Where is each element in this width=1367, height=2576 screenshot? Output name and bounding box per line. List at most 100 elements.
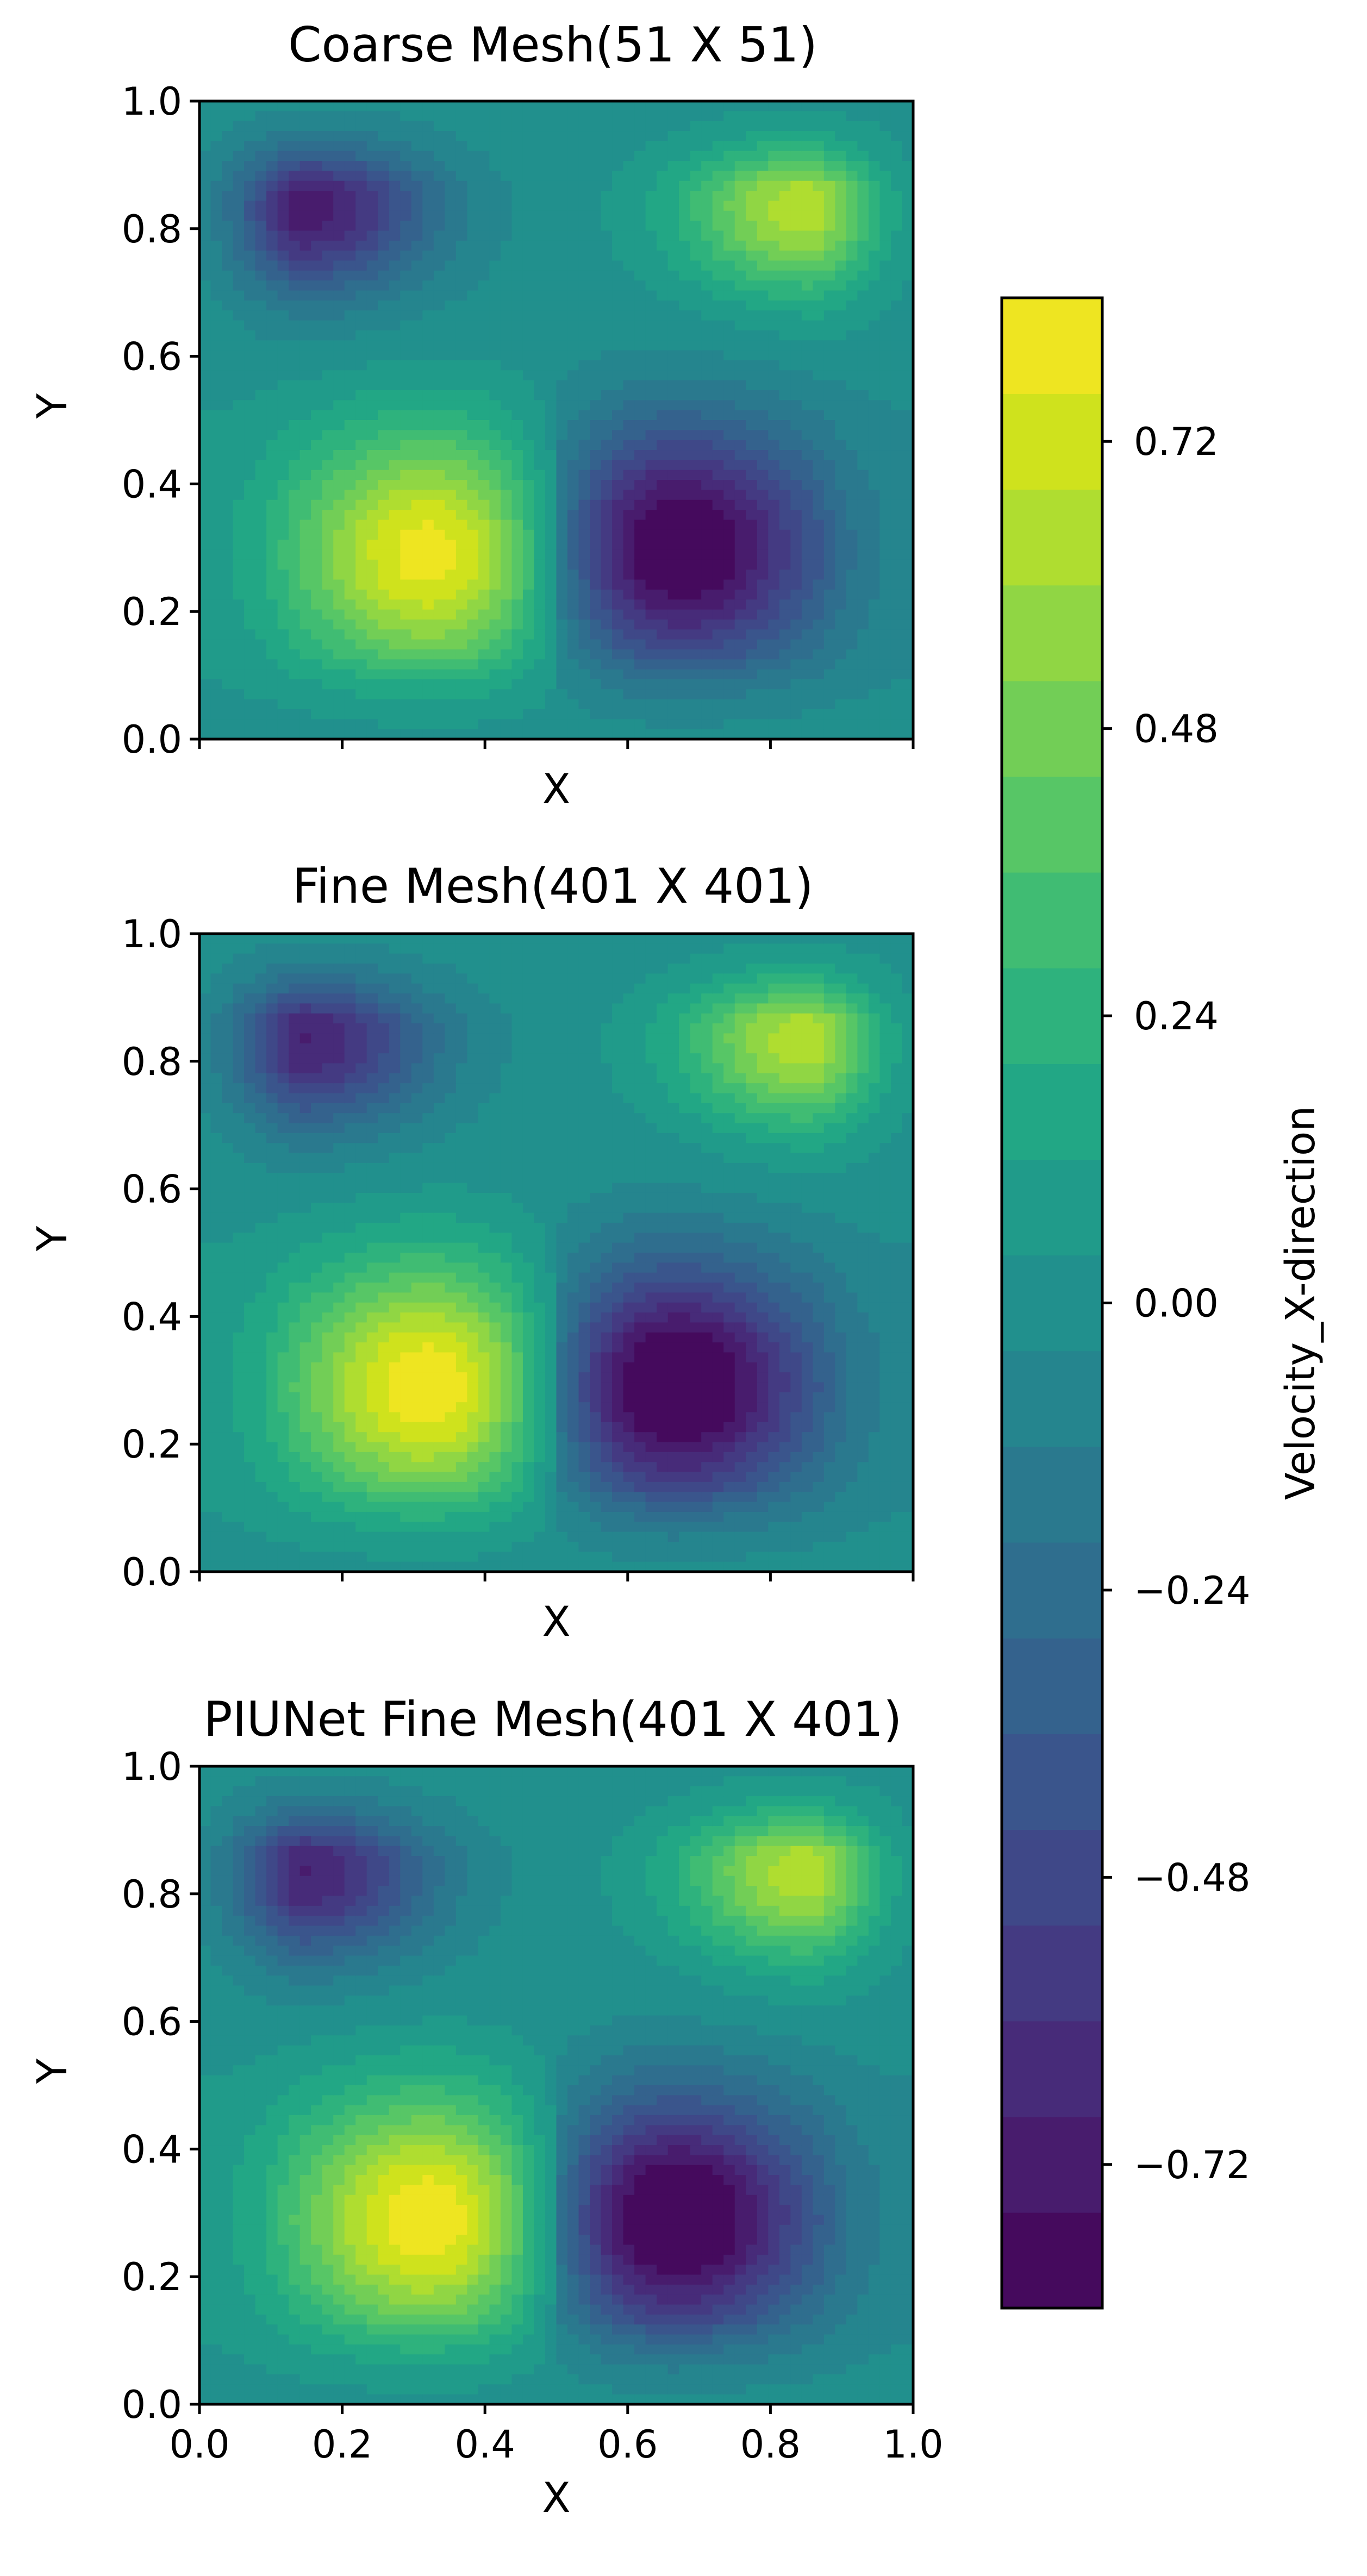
contour-cell bbox=[879, 579, 891, 590]
contour-cell bbox=[411, 310, 423, 321]
contour-cell bbox=[455, 131, 468, 142]
contour-cell bbox=[289, 589, 301, 600]
contour-cell bbox=[590, 101, 602, 112]
contour-cell bbox=[322, 1372, 334, 1383]
contour-cell bbox=[255, 1541, 267, 1553]
contour-cell bbox=[255, 1233, 267, 1243]
contour-cell bbox=[511, 221, 523, 232]
contour-cell bbox=[333, 440, 345, 451]
contour-cell bbox=[222, 699, 234, 710]
contour-cell bbox=[433, 609, 446, 620]
contour-cell bbox=[657, 689, 669, 700]
contour-cell bbox=[645, 440, 657, 451]
contour-cell bbox=[422, 410, 434, 421]
contour-cell bbox=[299, 609, 311, 620]
contour-cell bbox=[467, 490, 479, 501]
contour-cell bbox=[322, 1093, 334, 1104]
contour-cell bbox=[612, 340, 624, 351]
contour-cell bbox=[411, 330, 423, 341]
contour-cell bbox=[779, 161, 791, 172]
contour-cell bbox=[879, 599, 891, 610]
contour-cell bbox=[868, 221, 881, 232]
contour-cell bbox=[723, 520, 735, 530]
contour-cell bbox=[366, 559, 379, 570]
contour-cell bbox=[601, 350, 613, 361]
contour-cell bbox=[679, 111, 691, 122]
contour-cell bbox=[199, 370, 211, 381]
contour-cell bbox=[545, 240, 557, 251]
contour-cell bbox=[667, 480, 679, 491]
contour-cell bbox=[467, 609, 479, 620]
contour-cell bbox=[311, 151, 323, 161]
contour-cell bbox=[333, 1093, 345, 1104]
contour-cell bbox=[612, 629, 624, 640]
contour-cell bbox=[657, 260, 669, 271]
contour-cell bbox=[422, 649, 434, 660]
contour-cell bbox=[255, 1552, 267, 1562]
contour-cell bbox=[266, 1113, 278, 1124]
contour-cell bbox=[578, 649, 590, 660]
contour-cell bbox=[199, 1192, 211, 1204]
contour-cell bbox=[645, 540, 657, 551]
contour-cell bbox=[366, 221, 379, 232]
contour-cell bbox=[478, 430, 490, 441]
contour-cell bbox=[311, 161, 323, 172]
contour-cell bbox=[902, 699, 914, 710]
contour-cell bbox=[289, 490, 301, 501]
contour-cell bbox=[601, 270, 613, 281]
contour-cell bbox=[612, 659, 624, 670]
contour-cell bbox=[222, 1362, 234, 1373]
contour-cell bbox=[233, 1162, 245, 1174]
contour-cell bbox=[400, 370, 412, 381]
contour-cell bbox=[233, 410, 245, 421]
contour-cell bbox=[411, 221, 423, 232]
contour-cell bbox=[299, 1422, 311, 1433]
contour-cell bbox=[623, 270, 635, 281]
contour-cell bbox=[500, 540, 513, 551]
contour-cell bbox=[902, 290, 914, 301]
contour-cell bbox=[333, 1043, 345, 1054]
contour-cell bbox=[299, 499, 311, 510]
contour-cell bbox=[333, 529, 345, 540]
contour-cell bbox=[757, 579, 769, 590]
contour-cell bbox=[311, 131, 323, 142]
contour-cell bbox=[712, 589, 725, 600]
contour-cell bbox=[511, 549, 523, 560]
contour-cell bbox=[255, 320, 267, 331]
contour-cell bbox=[857, 320, 869, 331]
contour-cell bbox=[879, 729, 891, 740]
contour-cell bbox=[344, 953, 357, 964]
contour-cell bbox=[500, 589, 513, 600]
contour-cell bbox=[422, 210, 434, 221]
contour-cell bbox=[311, 400, 323, 411]
contour-cell bbox=[255, 1362, 267, 1373]
contour-cell bbox=[902, 520, 914, 530]
contour-cell bbox=[244, 111, 256, 122]
contour-cell bbox=[868, 599, 881, 610]
contour-cell bbox=[411, 529, 423, 540]
contour-cell bbox=[601, 480, 613, 491]
contour-cell bbox=[500, 230, 513, 241]
contour-cell bbox=[857, 270, 869, 281]
contour-cell bbox=[567, 470, 579, 480]
contour-cell bbox=[790, 320, 802, 331]
contour-cell bbox=[813, 121, 825, 132]
contour-cell bbox=[757, 649, 769, 660]
contour-cell bbox=[455, 579, 468, 590]
contour-cell bbox=[355, 719, 367, 730]
contour-cell bbox=[823, 201, 836, 211]
contour-cell bbox=[590, 549, 602, 560]
contour-cell bbox=[701, 131, 713, 142]
contour-cell bbox=[679, 510, 691, 521]
contour-cell bbox=[255, 953, 267, 964]
contour-cell bbox=[623, 510, 635, 521]
contour-cell bbox=[467, 659, 479, 670]
contour-cell bbox=[623, 340, 635, 351]
contour-cell bbox=[311, 1432, 323, 1443]
contour-cell bbox=[422, 430, 434, 441]
contour-cell bbox=[210, 1262, 222, 1273]
contour-cell bbox=[422, 141, 434, 152]
contour-cell bbox=[289, 470, 301, 480]
contour-cell bbox=[467, 540, 479, 551]
contour-cell bbox=[634, 510, 646, 521]
